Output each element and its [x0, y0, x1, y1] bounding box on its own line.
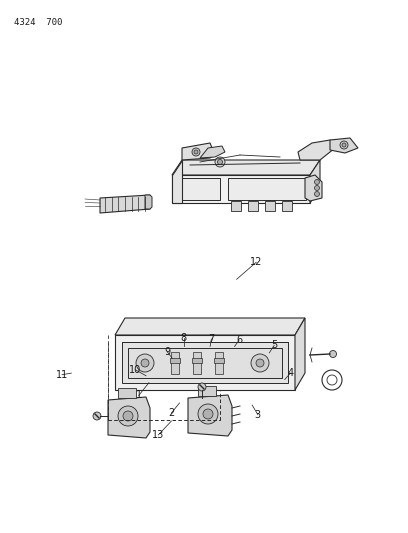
Circle shape — [136, 354, 154, 372]
Polygon shape — [128, 348, 282, 378]
Text: 13: 13 — [152, 430, 164, 440]
Bar — [228, 178, 306, 200]
Polygon shape — [200, 146, 225, 158]
Bar — [175, 178, 220, 200]
Circle shape — [315, 191, 319, 197]
Bar — [170, 358, 180, 363]
Circle shape — [192, 148, 200, 156]
Bar — [231, 201, 241, 211]
Circle shape — [256, 359, 264, 367]
Polygon shape — [188, 395, 232, 436]
Polygon shape — [108, 397, 150, 438]
Circle shape — [330, 351, 337, 358]
Text: 7: 7 — [208, 334, 215, 344]
Polygon shape — [182, 143, 215, 160]
Text: 5: 5 — [271, 341, 277, 350]
Circle shape — [215, 157, 225, 167]
Circle shape — [315, 180, 319, 184]
Bar — [193, 352, 201, 374]
Polygon shape — [100, 195, 150, 213]
Polygon shape — [295, 318, 305, 390]
Polygon shape — [330, 138, 358, 153]
Circle shape — [118, 406, 138, 426]
Circle shape — [315, 185, 319, 190]
Text: 1: 1 — [135, 391, 142, 400]
Bar — [215, 352, 223, 374]
Polygon shape — [305, 175, 322, 201]
Bar — [248, 201, 258, 211]
Circle shape — [342, 143, 346, 147]
Circle shape — [198, 383, 206, 391]
Polygon shape — [122, 342, 288, 383]
Text: 6: 6 — [236, 335, 242, 345]
Polygon shape — [310, 160, 320, 203]
Bar — [118, 388, 136, 398]
Bar — [171, 352, 179, 374]
Text: 9: 9 — [164, 347, 171, 357]
Circle shape — [141, 359, 149, 367]
Circle shape — [194, 150, 198, 154]
Text: 8: 8 — [180, 333, 187, 343]
Polygon shape — [172, 160, 182, 203]
Circle shape — [217, 159, 222, 165]
Bar — [265, 201, 275, 211]
Bar — [282, 201, 292, 211]
Circle shape — [251, 354, 269, 372]
Text: 2: 2 — [168, 408, 175, 418]
Text: 3: 3 — [255, 410, 261, 419]
Bar — [214, 358, 224, 363]
Circle shape — [203, 409, 213, 419]
Text: 12: 12 — [250, 257, 262, 267]
Polygon shape — [172, 160, 320, 175]
Bar — [192, 358, 202, 363]
Polygon shape — [115, 335, 295, 390]
Polygon shape — [298, 140, 335, 160]
Circle shape — [123, 411, 133, 421]
Text: 4324  700: 4324 700 — [14, 18, 62, 27]
Polygon shape — [115, 318, 305, 335]
Bar — [198, 386, 216, 396]
Circle shape — [340, 141, 348, 149]
Text: 10: 10 — [129, 365, 142, 375]
Circle shape — [198, 404, 218, 424]
Circle shape — [93, 412, 101, 420]
Text: 4: 4 — [287, 368, 294, 378]
Polygon shape — [172, 175, 310, 203]
Polygon shape — [145, 195, 152, 209]
Text: 11: 11 — [56, 370, 68, 379]
